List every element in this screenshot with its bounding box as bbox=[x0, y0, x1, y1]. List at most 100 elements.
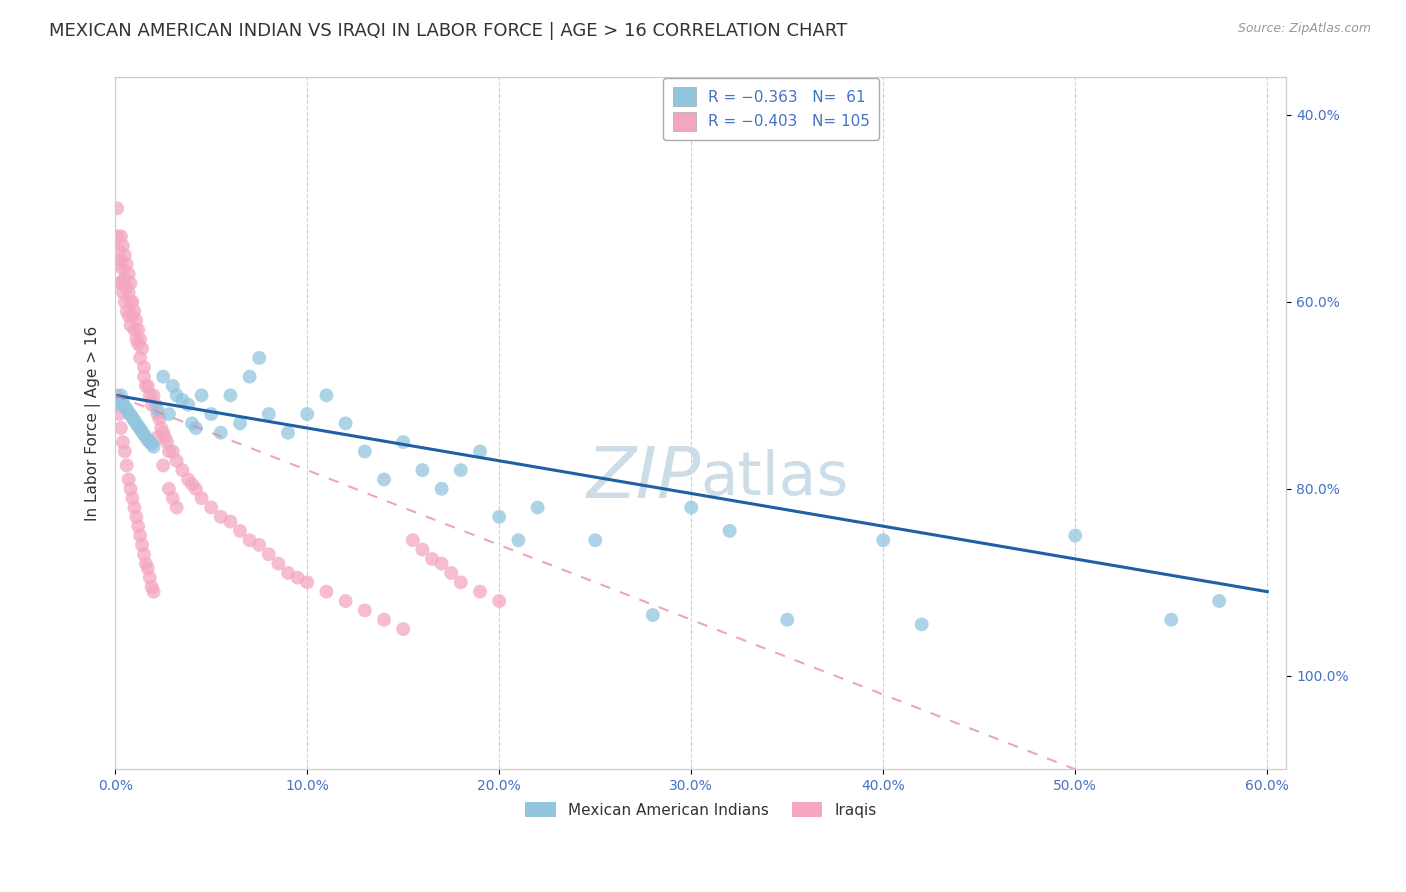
Text: atlas: atlas bbox=[700, 450, 849, 508]
Point bbox=[124, 413, 146, 427]
Point bbox=[239, 369, 262, 384]
Point bbox=[392, 622, 415, 636]
Point bbox=[162, 444, 184, 458]
Point bbox=[117, 285, 139, 300]
Point bbox=[111, 285, 134, 300]
Point bbox=[166, 454, 188, 468]
Point bbox=[219, 515, 242, 529]
Point bbox=[315, 388, 337, 402]
Point bbox=[131, 425, 153, 439]
Point bbox=[114, 294, 136, 309]
Point bbox=[162, 491, 184, 505]
Point bbox=[110, 252, 132, 267]
Point bbox=[125, 509, 148, 524]
Point bbox=[641, 608, 664, 623]
Point bbox=[139, 571, 162, 585]
Point bbox=[127, 419, 149, 434]
Point bbox=[157, 407, 180, 421]
Point bbox=[157, 444, 180, 458]
Point bbox=[295, 575, 318, 590]
Point bbox=[141, 398, 163, 412]
Point bbox=[315, 584, 337, 599]
Point bbox=[108, 257, 131, 271]
Point bbox=[129, 332, 152, 346]
Point bbox=[335, 594, 357, 608]
Point bbox=[184, 421, 207, 435]
Point bbox=[125, 417, 148, 431]
Point bbox=[373, 613, 395, 627]
Point bbox=[229, 417, 252, 431]
Legend: Mexican American Indians, Iraqis: Mexican American Indians, Iraqis bbox=[519, 796, 883, 824]
Point bbox=[111, 435, 134, 450]
Point bbox=[127, 337, 149, 351]
Point bbox=[114, 271, 136, 285]
Point bbox=[430, 482, 453, 496]
Point bbox=[219, 388, 242, 402]
Point bbox=[111, 238, 134, 252]
Point bbox=[125, 313, 148, 327]
Point bbox=[132, 427, 155, 442]
Point bbox=[124, 304, 146, 318]
Point bbox=[776, 613, 799, 627]
Point bbox=[121, 491, 143, 505]
Point bbox=[177, 473, 200, 487]
Point bbox=[146, 430, 169, 444]
Point bbox=[131, 342, 153, 356]
Point bbox=[120, 408, 142, 422]
Point bbox=[411, 542, 433, 557]
Point bbox=[142, 388, 165, 402]
Y-axis label: In Labor Force | Age > 16: In Labor Force | Age > 16 bbox=[86, 326, 101, 521]
Point bbox=[200, 500, 222, 515]
Point bbox=[257, 547, 280, 561]
Point bbox=[267, 557, 290, 571]
Point bbox=[373, 473, 395, 487]
Point bbox=[115, 402, 138, 417]
Point bbox=[526, 500, 548, 515]
Point bbox=[108, 276, 131, 290]
Point bbox=[114, 400, 136, 414]
Point bbox=[156, 435, 179, 450]
Point bbox=[209, 425, 232, 440]
Point bbox=[181, 417, 204, 431]
Point bbox=[129, 528, 152, 542]
Point bbox=[121, 309, 143, 323]
Point bbox=[190, 388, 212, 402]
Point bbox=[115, 281, 138, 295]
Point bbox=[129, 351, 152, 365]
Point bbox=[117, 309, 139, 323]
Point bbox=[115, 304, 138, 318]
Point bbox=[200, 407, 222, 421]
Point bbox=[172, 463, 194, 477]
Point bbox=[105, 229, 128, 244]
Point bbox=[124, 500, 146, 515]
Point bbox=[108, 407, 131, 421]
Point bbox=[450, 463, 472, 477]
Point bbox=[257, 407, 280, 421]
Point bbox=[508, 533, 530, 548]
Point bbox=[114, 444, 136, 458]
Point bbox=[166, 500, 188, 515]
Point bbox=[132, 547, 155, 561]
Point bbox=[353, 603, 375, 617]
Point bbox=[135, 430, 157, 444]
Point bbox=[872, 533, 894, 548]
Point bbox=[120, 276, 142, 290]
Point bbox=[583, 533, 606, 548]
Point bbox=[146, 402, 169, 417]
Point bbox=[117, 473, 139, 487]
Point bbox=[681, 500, 703, 515]
Point bbox=[114, 248, 136, 262]
Point bbox=[132, 360, 155, 375]
Point bbox=[139, 435, 162, 450]
Point bbox=[124, 323, 146, 337]
Point bbox=[157, 482, 180, 496]
Point bbox=[105, 202, 128, 216]
Point bbox=[181, 477, 204, 491]
Point bbox=[117, 267, 139, 281]
Text: Source: ZipAtlas.com: Source: ZipAtlas.com bbox=[1237, 22, 1371, 36]
Text: MEXICAN AMERICAN INDIAN VS IRAQI IN LABOR FORCE | AGE > 16 CORRELATION CHART: MEXICAN AMERICAN INDIAN VS IRAQI IN LABO… bbox=[49, 22, 848, 40]
Point bbox=[141, 580, 163, 594]
Point bbox=[287, 571, 309, 585]
Point bbox=[121, 410, 143, 425]
Point bbox=[430, 557, 453, 571]
